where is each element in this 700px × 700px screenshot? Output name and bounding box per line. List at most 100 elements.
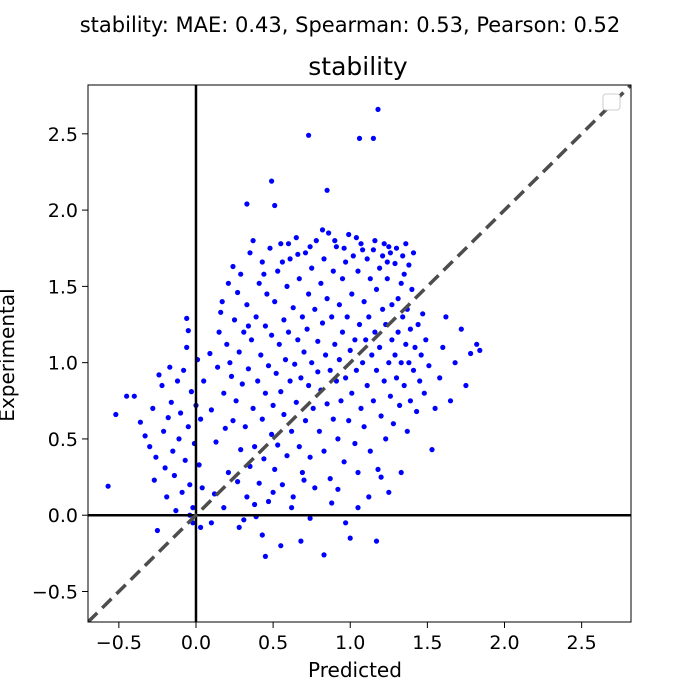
scatter-point [285, 241, 292, 247]
scatter-point [341, 459, 347, 465]
scatter-point [252, 444, 258, 450]
scatter-point [326, 230, 332, 236]
scatter-point [437, 375, 443, 381]
scatter-point [281, 317, 287, 323]
scatter-point [198, 416, 204, 422]
scatter-point [398, 280, 404, 286]
scatter-point [181, 367, 187, 373]
scatter-point [406, 360, 412, 366]
scatter-point [258, 352, 264, 358]
scatter-point [276, 341, 282, 347]
scatter-point [389, 302, 395, 308]
scatter-point [170, 448, 176, 454]
scatter-point [154, 527, 160, 534]
scatter-point [241, 517, 247, 523]
scatter-point [287, 378, 293, 384]
scatter-point [401, 271, 407, 277]
scatter-point [230, 418, 236, 424]
scatter-point [332, 238, 338, 244]
scatter-point [366, 494, 372, 500]
scatter-point [339, 329, 346, 335]
scatter-point [355, 268, 361, 274]
scatter-point [349, 291, 355, 297]
scatter-point [324, 187, 330, 193]
scatter-point [389, 337, 395, 343]
scatter-point [381, 378, 387, 384]
x-axis-label: Predicted [308, 658, 402, 682]
legend-frame [602, 93, 621, 111]
scatter-point [307, 454, 313, 460]
scatter-point [179, 489, 185, 495]
y-tick-label: 1.5 [48, 276, 78, 298]
scatter-point [198, 524, 204, 531]
scatter-point [151, 477, 157, 483]
scatter-point [105, 483, 111, 489]
y-tick-label: 0.5 [48, 429, 78, 451]
scatter-point [278, 389, 284, 395]
scatter-point [199, 485, 205, 491]
scatter-point [298, 538, 304, 544]
scatter-point [289, 428, 295, 434]
scatter-point [364, 256, 370, 262]
scatter-point [187, 482, 193, 488]
scatter-point [287, 256, 293, 262]
scatter-point [370, 135, 376, 141]
scatter-point [207, 350, 213, 357]
scatter-point [278, 241, 284, 247]
scatter-point [292, 361, 298, 367]
x-tick-label: 1.0 [335, 632, 365, 654]
scatter-point [369, 352, 375, 358]
scatter-point [407, 398, 413, 404]
scatter-point [285, 329, 292, 335]
scatter-point [387, 250, 393, 256]
scatter-point [272, 202, 278, 209]
scatter-point [330, 416, 336, 422]
scatter-point [296, 276, 302, 282]
scatter-point [343, 259, 349, 265]
scatter-point [373, 286, 380, 292]
scatter-point [185, 328, 191, 334]
scatter-point [208, 407, 214, 413]
scatter-point [248, 337, 255, 343]
scatter-point [343, 520, 349, 526]
scatter-point [312, 306, 318, 312]
x-axis-ticks: −0.5 0.0 0.5 1.0 1.5 2.0 2.5 [96, 622, 597, 654]
scatter-point [235, 289, 241, 296]
scatter-point [161, 428, 167, 434]
scatter-point [239, 381, 245, 387]
scatter-point [332, 341, 338, 347]
scatter-point [393, 375, 400, 381]
scatter-point [307, 515, 313, 521]
scatter-point [261, 271, 267, 277]
scatter-point [185, 424, 191, 430]
scatter-point [355, 469, 361, 476]
scatter-point [273, 370, 279, 376]
scatter-point [392, 352, 398, 358]
scatter-point [231, 317, 238, 323]
scatter-point [272, 299, 278, 305]
scatter-point [370, 247, 376, 253]
scatter-point [290, 494, 296, 500]
scatter-point [245, 366, 251, 372]
scatter-point [329, 500, 335, 506]
figure-suptitle: stability: MAE: 0.43, Spearman: 0.53, Pe… [80, 13, 621, 37]
scatter-point [400, 253, 406, 259]
scatter-point [306, 132, 312, 138]
scatter-point [372, 329, 378, 335]
x-tick-label: 1.5 [412, 632, 442, 654]
scatter-point [253, 314, 259, 320]
scatter-point [341, 245, 347, 251]
scatter-point [309, 265, 315, 271]
scatter-point [458, 326, 464, 332]
scatter-point [367, 448, 373, 454]
scatter-point [381, 241, 387, 247]
x-tick-label: 2.0 [489, 632, 519, 654]
scatter-point [236, 524, 242, 531]
scatter-point [403, 241, 409, 247]
scatter-point [215, 364, 221, 370]
scatter-point [410, 367, 417, 373]
scatter-point [267, 245, 273, 251]
scatter-point [377, 344, 383, 350]
scatter-point [244, 302, 250, 308]
